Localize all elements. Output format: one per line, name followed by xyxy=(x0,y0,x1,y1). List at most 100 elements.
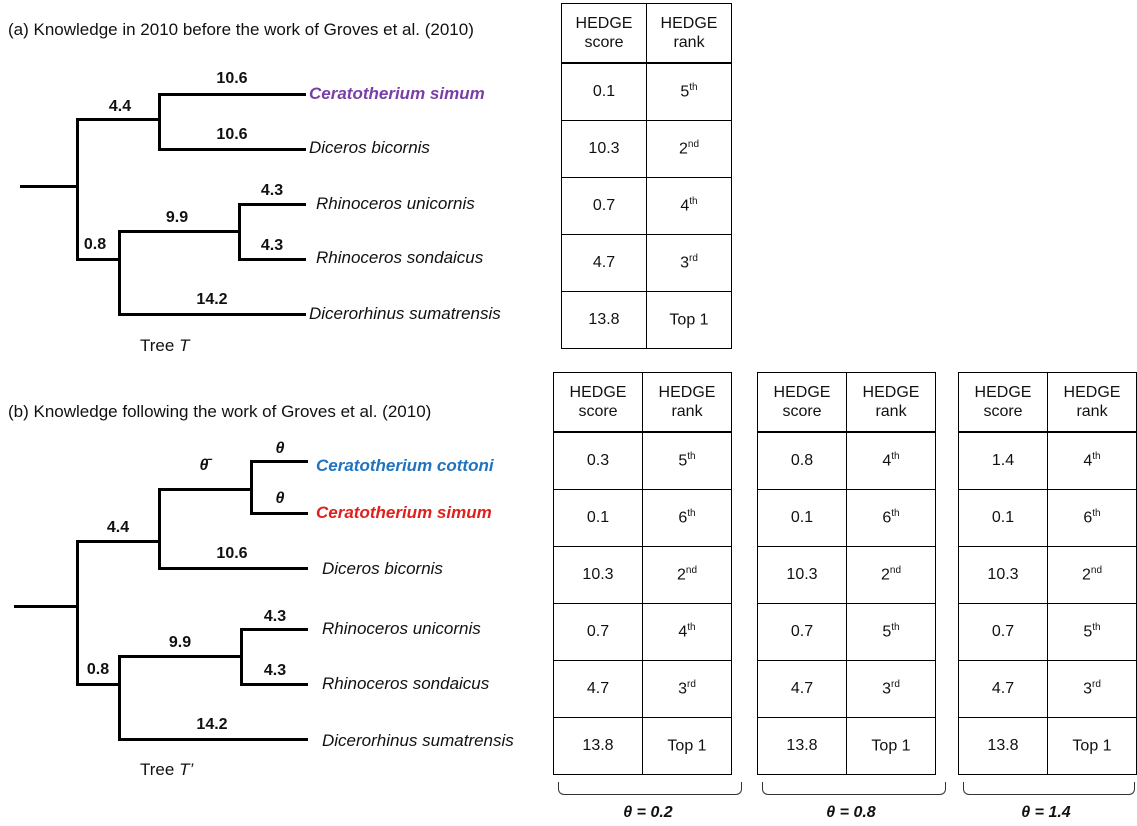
branch-leaf xyxy=(238,203,306,206)
branch-length: 10.6 xyxy=(216,545,248,562)
species-label: Ceratotherium simum xyxy=(309,84,485,103)
table-row: 13.8 Top 1 xyxy=(757,717,936,775)
branch-upper xyxy=(76,118,160,121)
rank-cell: 2nd xyxy=(846,546,936,604)
table-row: 0.8 4th xyxy=(757,431,936,490)
header-score: HEDGE score xyxy=(561,3,647,64)
branch-length: 9.9 xyxy=(168,634,192,651)
score-cell: 1.4 xyxy=(958,431,1048,490)
theta-label: θ xyxy=(275,490,285,507)
rank-cell: 6th xyxy=(1047,489,1137,547)
rank-cell: Top 1 xyxy=(846,717,936,775)
species-label: Rhinoceros unicornis xyxy=(322,619,481,638)
branch-length: 0.8 xyxy=(86,661,110,678)
table-row: 0.7 5th xyxy=(757,603,936,661)
branch-length: 14.2 xyxy=(196,291,228,308)
theta-label: θ xyxy=(275,440,285,457)
rank-cell: 2nd xyxy=(642,546,732,604)
branch-leaf xyxy=(118,313,306,316)
table-row: 0.1 6th xyxy=(553,489,732,547)
branch-length: 4.3 xyxy=(263,662,287,679)
header-rank: HEDGE rank xyxy=(1047,372,1137,433)
branch-length: 14.2 xyxy=(196,716,228,733)
branch-theta-bar xyxy=(158,488,252,491)
branch-theta xyxy=(250,512,308,515)
panel-b-caption: (b) Knowledge following the work of Grov… xyxy=(8,402,432,421)
rank-cell: 2nd xyxy=(1047,546,1137,604)
score-cell: 13.8 xyxy=(553,717,643,775)
rank-cell: 4th xyxy=(642,603,732,661)
theta-value-label: θ = 0.2 xyxy=(623,804,673,821)
rank-cell: 5th xyxy=(846,603,936,661)
table-row: 4.7 3rd xyxy=(958,660,1137,718)
branch-length: 9.9 xyxy=(165,209,189,226)
branch-length: 4.4 xyxy=(108,98,132,115)
species-label: Rhinoceros sondaicus xyxy=(322,674,490,693)
branch-length: 0.8 xyxy=(83,236,107,253)
rank-cell: 3rd xyxy=(846,660,936,718)
branch-length: 4.3 xyxy=(260,182,284,199)
branch-upper xyxy=(76,540,160,543)
score-cell: 13.8 xyxy=(561,291,647,349)
table-row: 0.1 6th xyxy=(757,489,936,547)
branch-length: 4.3 xyxy=(260,237,284,254)
branch-leaf xyxy=(158,567,308,570)
rank-cell: Top 1 xyxy=(642,717,732,775)
score-cell: 0.1 xyxy=(958,489,1048,547)
score-cell: 4.7 xyxy=(757,660,847,718)
branch-lower xyxy=(76,258,120,261)
score-cell: 0.7 xyxy=(757,603,847,661)
root-split xyxy=(76,118,79,261)
header-score: HEDGE score xyxy=(757,372,847,433)
tree-label: Tree T xyxy=(140,336,190,355)
table-row: 13.8 Top 1 xyxy=(561,291,732,349)
upper-split xyxy=(158,93,161,151)
branch-leaf xyxy=(158,148,306,151)
header-score: HEDGE score xyxy=(553,372,643,433)
table-row: 0.7 4th xyxy=(561,177,732,235)
branch-rhino xyxy=(118,655,242,658)
header-score: HEDGE score xyxy=(958,372,1048,433)
hedge-table-theta-1-4: HEDGE score HEDGE rank 1.4 4th 0.1 6th 10.3 2… xyxy=(958,372,1137,775)
score-cell: 4.7 xyxy=(553,660,643,718)
rank-cell: 4th xyxy=(846,431,936,490)
branch-theta xyxy=(250,460,308,463)
score-cell: 13.8 xyxy=(958,717,1048,775)
branch-rhino xyxy=(118,230,240,233)
root-split xyxy=(76,540,79,686)
table-row: 13.8 Top 1 xyxy=(958,717,1137,775)
table-row: 4.7 3rd xyxy=(561,234,732,292)
root-branch xyxy=(20,185,78,188)
rhino-split xyxy=(240,628,243,686)
table-row: 4.7 3rd xyxy=(553,660,732,718)
score-cell: 13.8 xyxy=(757,717,847,775)
species-label: Dicerorhinus sumatrensis xyxy=(309,304,501,323)
root-branch xyxy=(14,605,78,608)
rank-cell: Top 1 xyxy=(646,291,732,349)
bracket xyxy=(558,782,742,795)
branch-leaf xyxy=(118,738,308,741)
theta-bar-label: θ̄ xyxy=(199,457,209,474)
branch-leaf xyxy=(238,258,306,261)
species-label: Ceratotherium cottoni xyxy=(316,456,494,475)
rank-cell: 6th xyxy=(642,489,732,547)
species-label: Diceros bicornis xyxy=(322,559,443,578)
table-row: 4.7 3rd xyxy=(757,660,936,718)
rank-cell: 3rd xyxy=(646,234,732,292)
rank-cell: 3rd xyxy=(642,660,732,718)
tree-label: Tree T’ xyxy=(140,760,194,779)
panel-a-caption: (a) Knowledge in 2010 before the work of… xyxy=(8,20,474,39)
upper-split xyxy=(158,488,161,570)
theta-value-label: θ = 0.8 xyxy=(826,804,876,821)
species-label: Rhinoceros sondaicus xyxy=(316,248,484,267)
hedge-table-theta-0-8: HEDGE score HEDGE rank 0.8 4th 0.1 6th 10.3 2… xyxy=(757,372,936,775)
score-cell: 0.1 xyxy=(561,62,647,121)
table-row: 10.3 2nd xyxy=(553,546,732,604)
table-row: 1.4 4th xyxy=(958,431,1137,490)
rank-cell: 3rd xyxy=(1047,660,1137,718)
table-row: 10.3 2nd xyxy=(561,120,732,178)
rank-cell: 5th xyxy=(646,62,732,121)
table-row: 10.3 2nd xyxy=(958,546,1137,604)
rank-cell: 4th xyxy=(1047,431,1137,490)
table-row: 0.7 4th xyxy=(553,603,732,661)
